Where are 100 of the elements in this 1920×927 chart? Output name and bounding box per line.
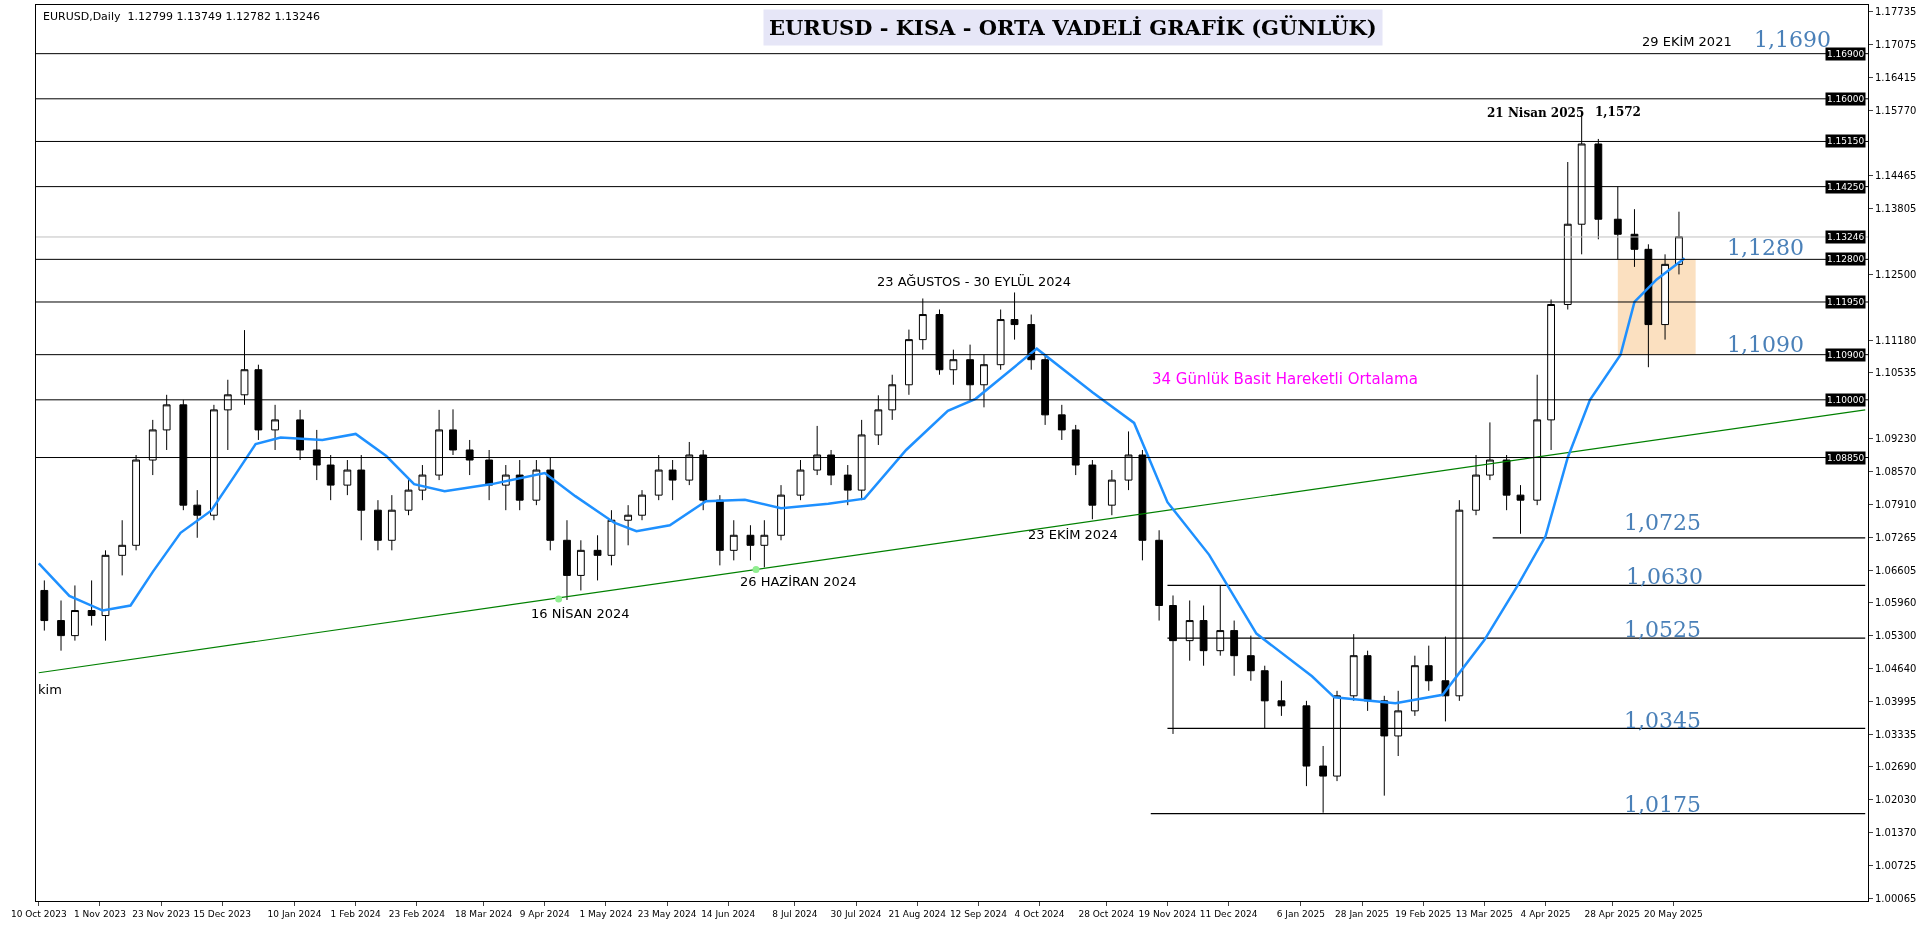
candlestick — [1088, 459, 1097, 520]
y-tick-label: 1.13805 — [1875, 203, 1917, 215]
candlestick — [1410, 655, 1419, 717]
x-tick-label: 28 Jan 2025 — [1335, 908, 1390, 919]
y-tick-label: 1.16415 — [1875, 72, 1917, 84]
candlestick — [638, 489, 646, 521]
x-tick-label: 21 Aug 2024 — [888, 908, 947, 919]
ref-line-label: 1.16900 — [1827, 49, 1865, 59]
x-tick-label: 28 Apr 2025 — [1584, 908, 1641, 919]
y-tick-label: 1.01370 — [1875, 827, 1917, 839]
y-tick-label: 1.07910 — [1875, 499, 1917, 511]
y-tick-label: 1.09230 — [1875, 432, 1917, 444]
annotation: 1,0175 — [1624, 792, 1701, 817]
candlestick — [118, 519, 127, 576]
x-tick-label: 19 Feb 2025 — [1395, 908, 1452, 919]
candlestick — [1516, 484, 1525, 535]
candlestick — [729, 519, 738, 561]
candlestick — [1277, 680, 1286, 717]
candlestick — [40, 579, 49, 632]
annotation: EURUSD,Daily 1.12799 1.13749 1.12782 1.13246 — [43, 10, 320, 23]
y-tick-label: 1.17075 — [1875, 39, 1917, 51]
candlestick — [796, 459, 805, 501]
x-tick-label: 15 Dec 2023 — [193, 908, 252, 919]
x-tick-label: 1 Feb 2024 — [330, 908, 382, 919]
candlestick — [746, 524, 755, 561]
annotation: 16 NİSAN 2024 — [531, 606, 630, 621]
annotation: 1,1090 — [1727, 332, 1804, 357]
candlestick — [715, 494, 724, 566]
annotation: 23 AĞUSTOS - 30 EYLÜL 2024 — [877, 273, 1071, 289]
ref-line-label: 1.10000 — [1827, 395, 1865, 405]
ref-line-label: 1.15150 — [1827, 136, 1865, 146]
x-tick-label: 1 Nov 2023 — [73, 908, 126, 919]
x-tick-label: 12 Sep 2024 — [949, 908, 1008, 919]
x-tick-label: 28 Oct 2024 — [1078, 908, 1135, 919]
x-tick-label: 4 Apr 2025 — [1520, 908, 1571, 919]
y-tick-label: 1.14465 — [1875, 170, 1917, 182]
ref-line-label: 1.14250 — [1827, 182, 1865, 192]
annotation: kim — [38, 682, 62, 697]
candlestick — [1155, 529, 1164, 622]
candlestick — [87, 579, 96, 627]
x-tick-label: 18 Mar 2024 — [455, 908, 513, 919]
x-tick-label: 11 Dec 2024 — [1199, 908, 1258, 919]
annotation: 21 Nisan 2025 — [1487, 106, 1585, 120]
y-tick-label: 1.03995 — [1875, 695, 1917, 707]
y-tick-label: 1.05960 — [1875, 597, 1917, 608]
y-tick-label: 1.03335 — [1875, 728, 1917, 740]
candlestick — [1424, 645, 1433, 692]
y-tick-label: 1.06605 — [1875, 564, 1917, 576]
y-tick-label: 1.10535 — [1875, 367, 1917, 379]
y-tick-label: 1.02690 — [1875, 761, 1917, 773]
ref-line-label: 1.11950 — [1827, 297, 1865, 307]
candlestick — [374, 499, 382, 551]
text: EURUSD - KISA - ORTA VADELİ GRAFİK (GÜNLÜK) — [769, 15, 1377, 40]
annotation: 1,0525 — [1624, 617, 1701, 642]
y-tick-label: 1.04640 — [1875, 663, 1917, 675]
candlestick — [1363, 650, 1372, 712]
annotation: 29 EKİM 2021 — [1642, 34, 1732, 49]
y-tick-label: 1.08570 — [1875, 466, 1917, 478]
x-tick-label: 10 Oct 2023 — [10, 908, 67, 919]
candlestick — [593, 534, 602, 581]
annotation: 1,0630 — [1626, 564, 1703, 589]
x-tick-label: 10 Jan 2024 — [267, 908, 322, 919]
candlestick — [624, 504, 633, 546]
x-tick-label: 13 Mar 2025 — [1455, 908, 1513, 919]
y-tick-label: 1.07265 — [1875, 531, 1917, 543]
annotation: 1,1280 — [1727, 235, 1804, 260]
x-tick-label: 14 Jun 2024 — [701, 908, 756, 919]
candlestick — [843, 464, 852, 506]
annotation: 1,1572 — [1595, 105, 1641, 119]
ref-line-label: 1.13246 — [1827, 232, 1865, 242]
annotation: 34 Günlük Basit Hareketli Ortalama — [1152, 370, 1418, 388]
candlestick — [193, 489, 202, 539]
annotation: 23 EKİM 2024 — [1028, 527, 1118, 542]
x-tick-label: 30 Jul 2024 — [830, 908, 882, 919]
candlestick — [101, 549, 110, 642]
ref-line-label: 1.10900 — [1827, 350, 1865, 360]
candlestick — [576, 539, 585, 591]
candlestick — [515, 459, 524, 511]
ref-line-label: 1.16000 — [1827, 94, 1865, 104]
x-tick-label: 9 Apr 2024 — [519, 908, 570, 919]
y-tick-label: 1.00065 — [1875, 892, 1917, 904]
candlestick — [57, 599, 65, 652]
candlestick — [777, 484, 785, 541]
candlestick — [387, 494, 396, 551]
y-tick-label: 1.15770 — [1875, 104, 1917, 116]
y-tick-label: 1.17735 — [1875, 6, 1917, 18]
annotation: 1,0725 — [1624, 510, 1701, 535]
annotation: 1,0345 — [1624, 708, 1701, 733]
x-tick-label: 19 Nov 2024 — [1138, 908, 1197, 919]
y-tick-label: 1.05300 — [1875, 630, 1917, 642]
x-tick-label: 23 Feb 2024 — [388, 908, 446, 919]
y-tick-label: 1.00725 — [1875, 859, 1917, 871]
candlestick — [404, 479, 413, 516]
y-tick-label: 1.02030 — [1875, 794, 1917, 806]
ref-line-label: 1.08850 — [1827, 453, 1865, 463]
candlestick — [449, 408, 457, 456]
annotation: 26 HAZİRAN 2024 — [740, 574, 857, 589]
x-tick-label: 4 Oct 2024 — [1014, 908, 1065, 919]
candlestick — [668, 459, 677, 501]
candlestick — [532, 459, 541, 506]
